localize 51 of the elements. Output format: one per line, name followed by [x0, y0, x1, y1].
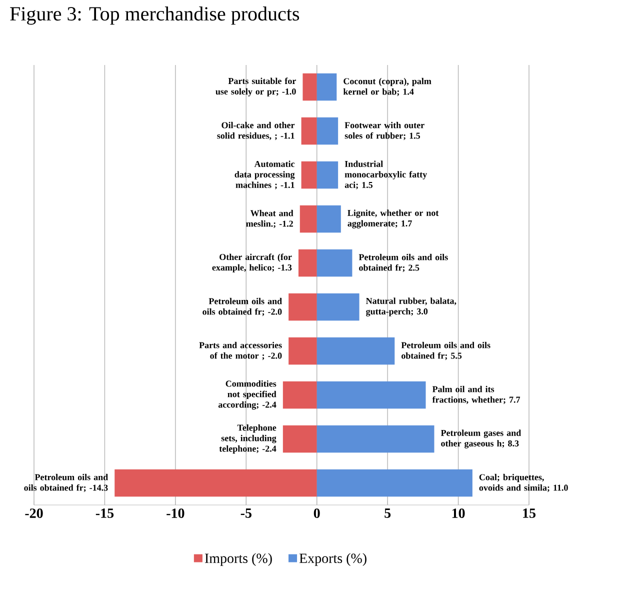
bar — [288, 337, 317, 365]
data-label: Palm oil and its fractions, whether; 7.7 — [432, 386, 520, 404]
data-label: Petroleum oils and oils obtained fr; 5.5 — [401, 342, 490, 360]
bar — [300, 205, 317, 233]
bar — [301, 161, 317, 189]
bar — [316, 205, 341, 233]
data-label: Petroleum oils and oils obtained fr; -2.0 — [202, 298, 282, 316]
bar — [282, 425, 317, 453]
bar — [316, 73, 337, 101]
x-tick-label: 10 — [452, 508, 465, 518]
x-tick-label: 0 — [314, 508, 320, 518]
legend-label: Imports (%) — [204, 553, 272, 566]
x-tick-label: -15 — [96, 508, 114, 518]
data-label: Parts and accessories of the motor ; -2.0 — [199, 342, 282, 360]
bar — [282, 381, 317, 409]
data-label: Oil-cake and other solid residues, ; -1.1 — [217, 122, 295, 140]
bar — [114, 469, 317, 497]
bar — [288, 293, 317, 321]
x-tick-label: 5 — [384, 508, 391, 518]
data-label: Other aircraft (for example, helico; -1.3 — [212, 254, 292, 272]
bar — [316, 337, 395, 365]
data-label: Petroleum gases and other gaseous h; 8.3 — [440, 430, 522, 448]
bar — [316, 117, 338, 145]
data-label: Automatic data processing machines ; -1.1 — [234, 160, 295, 190]
data-label: Parts suitable for use solely or pr; -1.0 — [216, 78, 296, 96]
chart-title: Figure 3: Top merchandise products — [10, 6, 300, 25]
data-label: Coal; briquettes, ovoids and simila; 11.0 — [479, 474, 568, 492]
data-label: Footwear with outer soles of rubber; 1.5 — [344, 122, 424, 140]
bar — [301, 117, 317, 145]
x-tick-label: -20 — [25, 508, 43, 518]
data-label: Wheat and meslin.; -1.2 — [246, 210, 294, 228]
bar — [298, 249, 317, 277]
data-label: Coconut (copra), palm kernel or bab; 1.4 — [343, 78, 432, 96]
data-label: Telephone sets, including telephone; -2.4 — [219, 424, 276, 454]
legend-label: Exports (%) — [299, 553, 366, 566]
data-label: Industrial monocarboxylic fatty aci; 1.5 — [344, 160, 427, 190]
data-label: Petroleum oils and oils obtained fr; 2.5 — [358, 254, 448, 272]
bar — [316, 249, 352, 277]
data-label: Petroleum oils and oils obtained fr; -14.3 — [24, 474, 108, 492]
x-tick-label: -5 — [240, 508, 252, 518]
bar — [302, 73, 317, 101]
data-label: Commodities not specified according; -2.4 — [218, 380, 276, 410]
x-tick-label: 15 — [523, 508, 536, 518]
data-label: Lignite, whether or not agglomerate; 1.7 — [348, 210, 439, 228]
bar — [316, 469, 472, 497]
bar — [316, 293, 360, 321]
bar — [316, 161, 338, 189]
bar — [316, 425, 434, 453]
data-label: Natural rubber, balata, gutta-perch; 3.0 — [366, 298, 456, 316]
bar — [316, 381, 426, 409]
x-tick-label: -10 — [166, 508, 184, 518]
